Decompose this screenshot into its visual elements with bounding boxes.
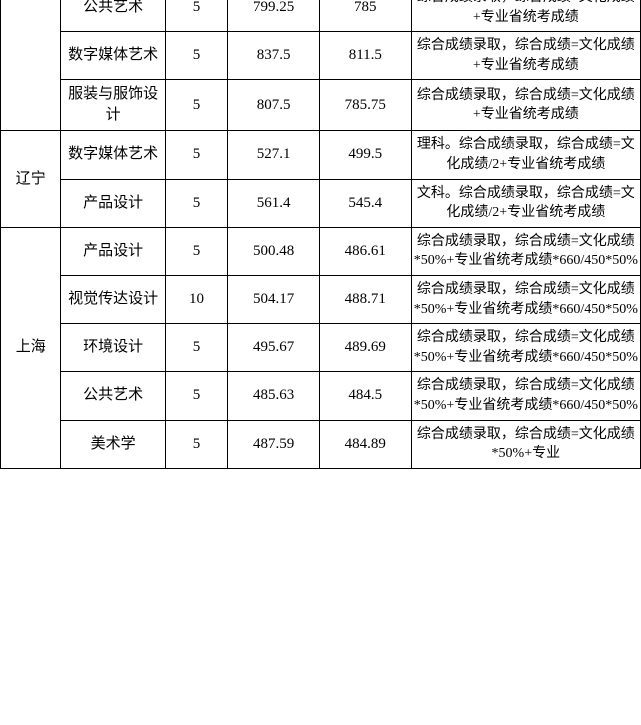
major-cell: 数字媒体艺术 [61,32,165,80]
province-cell: 上海 [1,227,61,468]
remark-cell: 文科。综合成绩录取，综合成绩=文化成绩/2+专业省统考成绩 [411,179,640,227]
max-score-cell: 485.63 [228,372,320,420]
remark-cell: 综合成绩录取，综合成绩=文化成绩*50%+专业省统考成绩*660/450*50% [411,372,640,420]
remark-cell: 综合成绩录取，综合成绩=文化成绩+专业省统考成绩 [411,0,640,32]
max-score-cell: 837.5 [228,32,320,80]
max-score-cell: 799.25 [228,0,320,32]
max-score-cell: 500.48 [228,227,320,275]
major-cell: 美术学 [61,420,165,468]
table-row: 产品设计5561.4545.4文科。综合成绩录取，综合成绩=文化成绩/2+专业省… [1,179,641,227]
remark-cell: 综合成绩录取，综合成绩=文化成绩+专业省统考成绩 [411,32,640,80]
table-row: 视觉传达设计10504.17488.71综合成绩录取，综合成绩=文化成绩*50%… [1,275,641,323]
min-score-cell: 488.71 [319,275,411,323]
plan-cell: 5 [165,80,228,131]
table-row: 上海产品设计5500.48486.61综合成绩录取，综合成绩=文化成绩*50%+… [1,227,641,275]
min-score-cell: 545.4 [319,179,411,227]
min-score-cell: 489.69 [319,324,411,372]
major-cell: 产品设计 [61,227,165,275]
plan-cell: 5 [165,227,228,275]
major-cell: 公共艺术 [61,0,165,32]
plan-cell: 5 [165,420,228,468]
major-cell: 产品设计 [61,179,165,227]
major-cell: 视觉传达设计 [61,275,165,323]
admission-table: 公共艺术5799.25785综合成绩录取，综合成绩=文化成绩+专业省统考成绩数字… [0,0,641,469]
plan-cell: 5 [165,0,228,32]
plan-cell: 10 [165,275,228,323]
max-score-cell: 561.4 [228,179,320,227]
plan-cell: 5 [165,372,228,420]
min-score-cell: 811.5 [319,32,411,80]
table-row: 服装与服饰设计5807.5785.75综合成绩录取，综合成绩=文化成绩+专业省统… [1,80,641,131]
table-row: 公共艺术5485.63484.5综合成绩录取，综合成绩=文化成绩*50%+专业省… [1,372,641,420]
max-score-cell: 487.59 [228,420,320,468]
max-score-cell: 495.67 [228,324,320,372]
plan-cell: 5 [165,32,228,80]
plan-cell: 5 [165,324,228,372]
remark-cell: 综合成绩录取，综合成绩=文化成绩*50%+专业 [411,420,640,468]
max-score-cell: 527.1 [228,131,320,179]
min-score-cell: 785.75 [319,80,411,131]
min-score-cell: 499.5 [319,131,411,179]
major-cell: 服装与服饰设计 [61,80,165,131]
min-score-cell: 484.89 [319,420,411,468]
table-row: 辽宁数字媒体艺术5527.1499.5理科。综合成绩录取，综合成绩=文化成绩/2… [1,131,641,179]
major-cell: 公共艺术 [61,372,165,420]
plan-cell: 5 [165,131,228,179]
province-cell: 辽宁 [1,131,61,227]
remark-cell: 综合成绩录取，综合成绩=文化成绩+专业省统考成绩 [411,80,640,131]
table-row: 公共艺术5799.25785综合成绩录取，综合成绩=文化成绩+专业省统考成绩 [1,0,641,32]
min-score-cell: 484.5 [319,372,411,420]
min-score-cell: 785 [319,0,411,32]
max-score-cell: 504.17 [228,275,320,323]
plan-cell: 5 [165,179,228,227]
province-cell [1,0,61,131]
table-row: 环境设计5495.67489.69综合成绩录取，综合成绩=文化成绩*50%+专业… [1,324,641,372]
major-cell: 数字媒体艺术 [61,131,165,179]
remark-cell: 综合成绩录取，综合成绩=文化成绩*50%+专业省统考成绩*660/450*50% [411,324,640,372]
table-row: 数字媒体艺术5837.5811.5综合成绩录取，综合成绩=文化成绩+专业省统考成… [1,32,641,80]
remark-cell: 理科。综合成绩录取，综合成绩=文化成绩/2+专业省统考成绩 [411,131,640,179]
table-row: 美术学5487.59484.89综合成绩录取，综合成绩=文化成绩*50%+专业 [1,420,641,468]
max-score-cell: 807.5 [228,80,320,131]
remark-cell: 综合成绩录取，综合成绩=文化成绩*50%+专业省统考成绩*660/450*50% [411,227,640,275]
min-score-cell: 486.61 [319,227,411,275]
major-cell: 环境设计 [61,324,165,372]
remark-cell: 综合成绩录取，综合成绩=文化成绩*50%+专业省统考成绩*660/450*50% [411,275,640,323]
